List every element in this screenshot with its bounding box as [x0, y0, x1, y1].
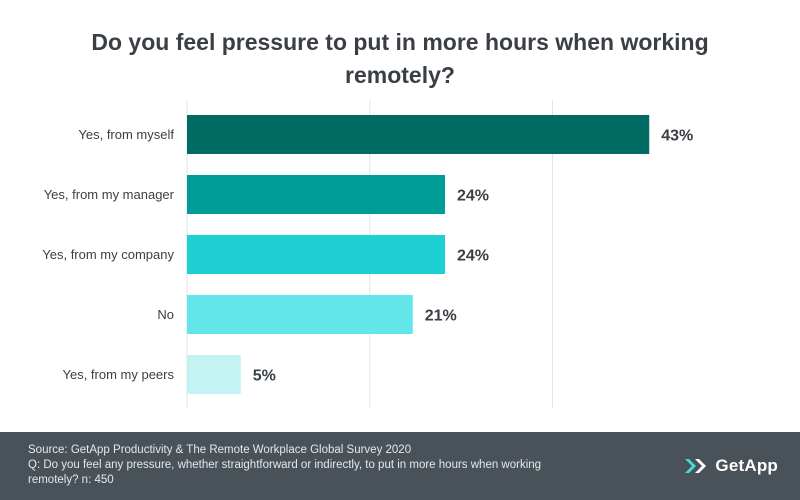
source-note: Source: GetApp Productivity & The Remote…: [28, 444, 412, 456]
category-label-4: Yes, from my peers: [62, 367, 174, 382]
bar-3: [187, 295, 413, 334]
category-label-1: Yes, from my manager: [44, 187, 175, 202]
bar-1: [187, 175, 445, 214]
bar-chart: Yes, from myself 43% Yes, from my manager 2…: [42, 100, 693, 408]
bar-0: [187, 115, 650, 154]
footer: Source: GetApp Productivity & The Remote…: [0, 432, 800, 500]
value-label-0: 43%: [661, 128, 693, 145]
footer-text: Source: GetApp Productivity & The Remote…: [28, 443, 588, 488]
bar-4: [187, 355, 241, 394]
value-label-4: 5%: [253, 368, 276, 385]
bars: Yes, from myself 43% Yes, from my manager 2…: [42, 115, 693, 394]
logo-text: GetApp: [715, 456, 778, 475]
category-label-2: Yes, from my company: [42, 247, 174, 262]
value-label-2: 24%: [457, 248, 489, 265]
getapp-chevrons-icon: [685, 459, 707, 473]
bar-2: [187, 235, 445, 274]
category-label-0: Yes, from myself: [78, 127, 174, 142]
chart-title: Do you feel pressure to put in more hour…: [91, 29, 709, 88]
question-note: Q: Do you feel any pressure, whether str…: [28, 459, 542, 486]
category-label-3: No: [157, 307, 174, 322]
value-label-3: 21%: [425, 308, 457, 325]
getapp-logo: GetApp: [684, 456, 778, 476]
value-label-1: 24%: [457, 188, 489, 205]
